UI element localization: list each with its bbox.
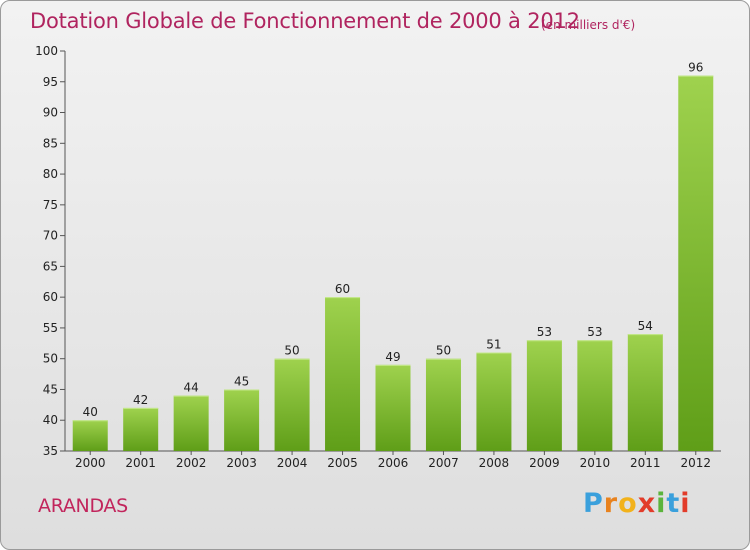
chart-title: Dotation Globale de Fonctionnement de 20… — [30, 9, 580, 33]
logo-letter: P — [583, 488, 604, 519]
y-tick-label: 35 — [43, 444, 58, 458]
x-tick-label: 2004 — [277, 456, 308, 470]
logo-letter: r — [603, 488, 619, 519]
bar-value-label: 60 — [335, 282, 350, 296]
bar — [476, 352, 512, 451]
bar — [274, 358, 310, 451]
bar — [325, 297, 361, 451]
x-tick-label: 2007 — [428, 456, 459, 470]
bar-value-label: 49 — [385, 350, 400, 364]
x-tick-label: 2005 — [327, 456, 358, 470]
logo-letter: i — [680, 488, 691, 519]
logo-letter: t — [666, 488, 681, 519]
axes: 35 40 45 50 55 60 65 70 75 80 85 90 95 100 — [35, 44, 721, 458]
y-tick-label: 75 — [43, 198, 58, 212]
bar-value-label: 50 — [284, 344, 299, 358]
bar — [678, 75, 714, 451]
logo-letter: o — [618, 488, 638, 519]
bar — [577, 340, 613, 451]
x-tick-label: 2003 — [226, 456, 257, 470]
bar-value-label: 44 — [184, 381, 199, 395]
x-tick-label: 2000 — [75, 456, 106, 470]
commune-name: ARANDAS — [38, 495, 128, 517]
x-tick-label: 2009 — [529, 456, 560, 470]
y-tick-label: 70 — [43, 229, 58, 243]
bars — [72, 75, 714, 451]
bar — [627, 334, 663, 451]
y-tick-label: 65 — [43, 259, 58, 273]
bar-value-label: 53 — [587, 325, 602, 339]
x-tick-label: 2002 — [176, 456, 207, 470]
labels: 40 2000 42 2001 44 2002 45 2003 50 2004 60 2005 49 20… — [75, 61, 711, 470]
x-tick-label: 2010 — [580, 456, 611, 470]
bar — [375, 364, 411, 451]
bar-value-label: 53 — [537, 325, 552, 339]
y-tick-label: 60 — [43, 290, 58, 304]
bar — [526, 340, 562, 451]
logo-letter: x — [637, 488, 657, 519]
bar — [425, 358, 461, 451]
chart-subtitle: (en milliers d'€) — [541, 18, 636, 32]
bar — [123, 407, 159, 451]
bar-value-label: 50 — [436, 344, 451, 358]
bar-value-label: 42 — [133, 393, 148, 407]
bar-value-label: 96 — [688, 61, 703, 75]
x-tick-label: 2011 — [630, 456, 661, 470]
bar-value-label: 51 — [486, 338, 501, 352]
bar-value-label: 40 — [83, 405, 98, 419]
bar-value-label: 45 — [234, 374, 249, 388]
y-tick-label: 80 — [43, 167, 58, 181]
y-tick-label: 50 — [43, 352, 58, 366]
bar — [72, 420, 108, 451]
y-tick-label: 85 — [43, 136, 58, 150]
logo-letter: i — [656, 488, 667, 519]
bar — [173, 395, 209, 451]
y-tick-label: 100 — [35, 44, 58, 58]
y-tick-label: 45 — [43, 382, 58, 396]
y-tick-label: 40 — [43, 413, 58, 427]
y-tick-label: 95 — [43, 75, 58, 89]
y-tick-label: 55 — [43, 321, 58, 335]
bar-value-label: 54 — [638, 319, 653, 333]
proxiti-logo: Proxiti — [583, 488, 691, 519]
bar — [224, 389, 260, 451]
x-tick-label: 2008 — [479, 456, 510, 470]
x-tick-label: 2001 — [125, 456, 156, 470]
y-tick-label: 90 — [43, 106, 58, 120]
x-tick-label: 2012 — [680, 456, 711, 470]
x-tick-label: 2006 — [378, 456, 409, 470]
